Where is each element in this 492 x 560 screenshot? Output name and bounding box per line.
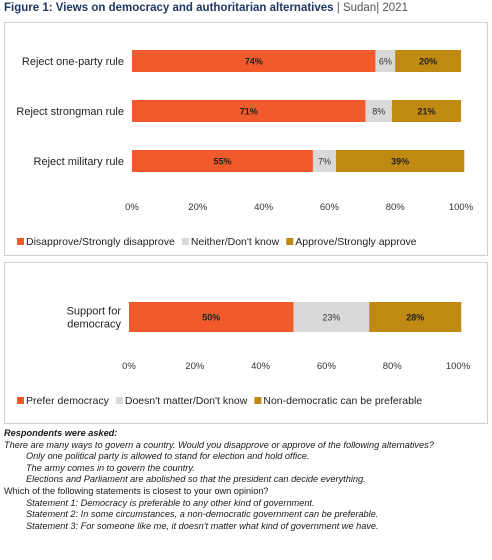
legend-swatch-neither-don-t-know <box>181 238 189 245</box>
data-label-doesn-t-matter-don-t-know-support-for-democracy: 23% <box>322 313 340 323</box>
x-tick-label: 80% <box>386 202 406 213</box>
question-1-item: Elections and Parliament are abolished s… <box>26 474 366 485</box>
question-1-item: The army comes in to govern the country. <box>26 462 195 473</box>
survey-notes: Respondents were asked: There are many w… <box>4 428 490 532</box>
category-label-reject-one-party-rule: Reject one-party rule <box>22 56 124 68</box>
category-label-reject-strongman-rule: Reject strongman rule <box>16 106 124 118</box>
figure-title-main: Figure 1: Views on democracy and authori… <box>4 2 334 14</box>
bar-prefer-democracy-support-for-democracy <box>129 302 294 332</box>
data-label-disapprove-strongly-disapprove-reject-one-party-rule: 74% <box>245 57 263 67</box>
bar-disapprove-strongly-disapprove-reject-one-party-rule <box>132 50 376 72</box>
x-tick-label: 60% <box>317 361 337 372</box>
x-tick-label: 100% <box>446 361 471 372</box>
data-label-approve-strongly-approve-reject-one-party-rule: 20% <box>419 57 437 67</box>
question-1-item: Only one political party is allowed to s… <box>26 451 310 462</box>
question-2-item: Statement 1: Democracy is preferable to … <box>26 497 315 508</box>
data-label-prefer-democracy-support-for-democracy: 50% <box>202 313 220 323</box>
legend-swatch-disapprove-strongly-disapprove <box>17 238 24 245</box>
data-label-approve-strongly-approve-reject-strongman-rule: 21% <box>417 107 435 117</box>
data-label-neither-don-t-know-reject-one-party-rule: 6% <box>379 57 392 67</box>
category-label-reject-military-rule: Reject military rule <box>34 156 124 168</box>
figure-title: Figure 1: Views on democracy and authori… <box>4 2 408 14</box>
question-2-text: Which of the following statements is clo… <box>4 485 269 496</box>
legend-label-approve-strongly-approve: Approve/Strongly approve <box>295 236 417 248</box>
legend-label-doesn-t-matter-don-t-know: Doesn't matter/Don't know <box>125 395 248 407</box>
category-label-support-for-democracy: democracy <box>67 319 121 331</box>
bar-approve-strongly-approve-reject-military-rule <box>335 150 465 172</box>
x-tick-label: 0% <box>122 361 136 372</box>
x-tick-label: 20% <box>188 202 208 213</box>
legend-label-prefer-democracy: Prefer democracy <box>26 395 110 407</box>
bar-doesn-t-matter-don-t-know-support-for-democracy <box>293 302 370 332</box>
bar-approve-strongly-approve-reject-one-party-rule <box>395 50 461 72</box>
figure-title-country-year: | Sudan| 2021 <box>333 2 408 14</box>
question-2-item: Statement 3: For someone like me, it doe… <box>26 520 379 531</box>
democracy-support-chart-panel: Support for democracy 50% 23% 28% 0% 20% 40% 60%… <box>4 262 488 424</box>
legend-label-non-democratic-can-be-preferable: Non-democratic can be preferable <box>263 395 422 407</box>
data-label-neither-don-t-know-reject-strongman-rule: 8% <box>372 107 385 117</box>
bar-approve-strongly-approve-reject-strongman-rule <box>391 100 461 122</box>
bar-non-democratic-can-be-preferable-support-for-democracy <box>369 302 462 332</box>
legend-swatch-prefer-democracy <box>17 397 24 404</box>
bar-disapprove-strongly-disapprove-reject-strongman-rule <box>132 100 366 122</box>
question-2-item: Statement 2: In some circumstances, a no… <box>26 509 379 520</box>
legend-label-disapprove-strongly-disapprove: Disapprove/Strongly disapprove <box>26 236 175 248</box>
rejection-chart: Reject one-party rule 74% 6% 20% Reject stro… <box>16 50 474 248</box>
legend-swatch-approve-strongly-approve <box>286 238 294 245</box>
data-label-neither-don-t-know-reject-military-rule: 7% <box>318 157 331 167</box>
x-tick-label: 20% <box>185 361 205 372</box>
data-label-disapprove-strongly-disapprove-reject-strongman-rule: 71% <box>240 107 258 117</box>
x-tick-label: 40% <box>251 361 271 372</box>
legend-swatch-doesn-t-matter-don-t-know <box>115 397 123 404</box>
legend-swatch-non-democratic-can-be-preferable <box>254 397 262 404</box>
question-1-text: There are many ways to govern a country.… <box>4 439 434 450</box>
category-label-support-for-democracy: Support for <box>67 306 122 318</box>
data-label-non-democratic-can-be-preferable-support-for-democracy: 28% <box>406 313 424 323</box>
x-tick-label: 80% <box>383 361 403 372</box>
x-tick-label: 0% <box>125 202 139 213</box>
data-label-disapprove-strongly-disapprove-reject-military-rule: 55% <box>213 157 231 167</box>
x-tick-label: 40% <box>254 202 274 213</box>
data-label-approve-strongly-approve-reject-military-rule: 39% <box>391 157 409 167</box>
bar-neither-don-t-know-reject-military-rule <box>312 150 336 172</box>
bar-disapprove-strongly-disapprove-reject-military-rule <box>132 150 313 172</box>
x-tick-label: 60% <box>320 202 340 213</box>
bar-neither-don-t-know-reject-strongman-rule <box>365 100 392 122</box>
bar-neither-don-t-know-reject-one-party-rule <box>375 50 396 72</box>
notes-heading: Respondents were asked: <box>4 428 118 438</box>
legend-label-neither-don-t-know: Neither/Don't know <box>191 236 280 248</box>
rejection-chart-panel: Reject one-party rule 74% 6% 20% Reject stro… <box>4 22 488 256</box>
x-tick-label: 100% <box>449 202 474 213</box>
